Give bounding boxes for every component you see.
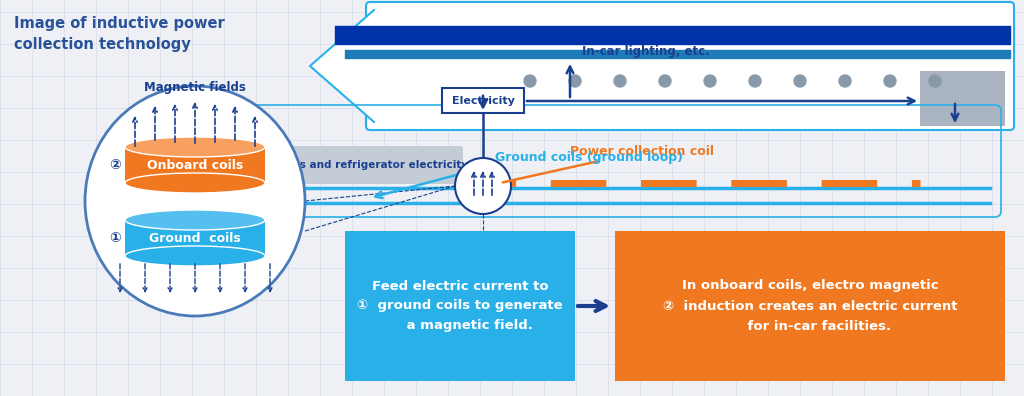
Bar xyxy=(125,147,265,183)
Bar xyxy=(442,88,524,113)
Text: ②: ② xyxy=(110,158,121,172)
Text: Power collection coil: Power collection coil xyxy=(503,145,714,183)
Circle shape xyxy=(659,75,671,87)
Circle shape xyxy=(884,75,896,87)
Circle shape xyxy=(794,75,806,87)
FancyBboxPatch shape xyxy=(157,146,463,184)
Text: Magnetic fields: Magnetic fields xyxy=(144,81,246,94)
FancyBboxPatch shape xyxy=(366,2,1014,130)
Ellipse shape xyxy=(125,173,265,193)
Circle shape xyxy=(614,75,626,87)
Bar xyxy=(125,220,265,256)
Bar xyxy=(345,231,575,381)
Ellipse shape xyxy=(125,246,265,266)
Text: ①: ① xyxy=(110,231,121,245)
Ellipse shape xyxy=(125,210,265,230)
Circle shape xyxy=(929,75,941,87)
Circle shape xyxy=(524,75,536,87)
Text: In onboard coils, electro magnetic
②  induction creates an electric current
    : In onboard coils, electro magnetic ② ind… xyxy=(663,280,957,333)
Circle shape xyxy=(749,75,761,87)
Ellipse shape xyxy=(125,137,265,157)
Text: Feed electric current to
①  ground coils to generate
    a magnetic field.: Feed electric current to ① ground coils … xyxy=(357,280,563,333)
Circle shape xyxy=(705,75,716,87)
Text: Ground coils (ground loop): Ground coils (ground loop) xyxy=(495,151,683,164)
Circle shape xyxy=(569,75,581,87)
Text: In-car lighting, etc.: In-car lighting, etc. xyxy=(582,45,710,58)
Text: Superconducting magnets and refrigerator electricity: Superconducting magnets and refrigerator… xyxy=(152,160,469,170)
Circle shape xyxy=(455,158,511,214)
Bar xyxy=(920,71,1005,126)
Ellipse shape xyxy=(85,86,305,316)
Circle shape xyxy=(839,75,851,87)
Text: Ground  coils: Ground coils xyxy=(150,232,241,244)
Text: Electricity: Electricity xyxy=(452,95,514,105)
Bar xyxy=(615,231,1005,381)
Polygon shape xyxy=(310,10,374,122)
Text: Onboard coils: Onboard coils xyxy=(146,158,243,171)
Text: Image of inductive power
collection technology: Image of inductive power collection tech… xyxy=(14,16,224,52)
